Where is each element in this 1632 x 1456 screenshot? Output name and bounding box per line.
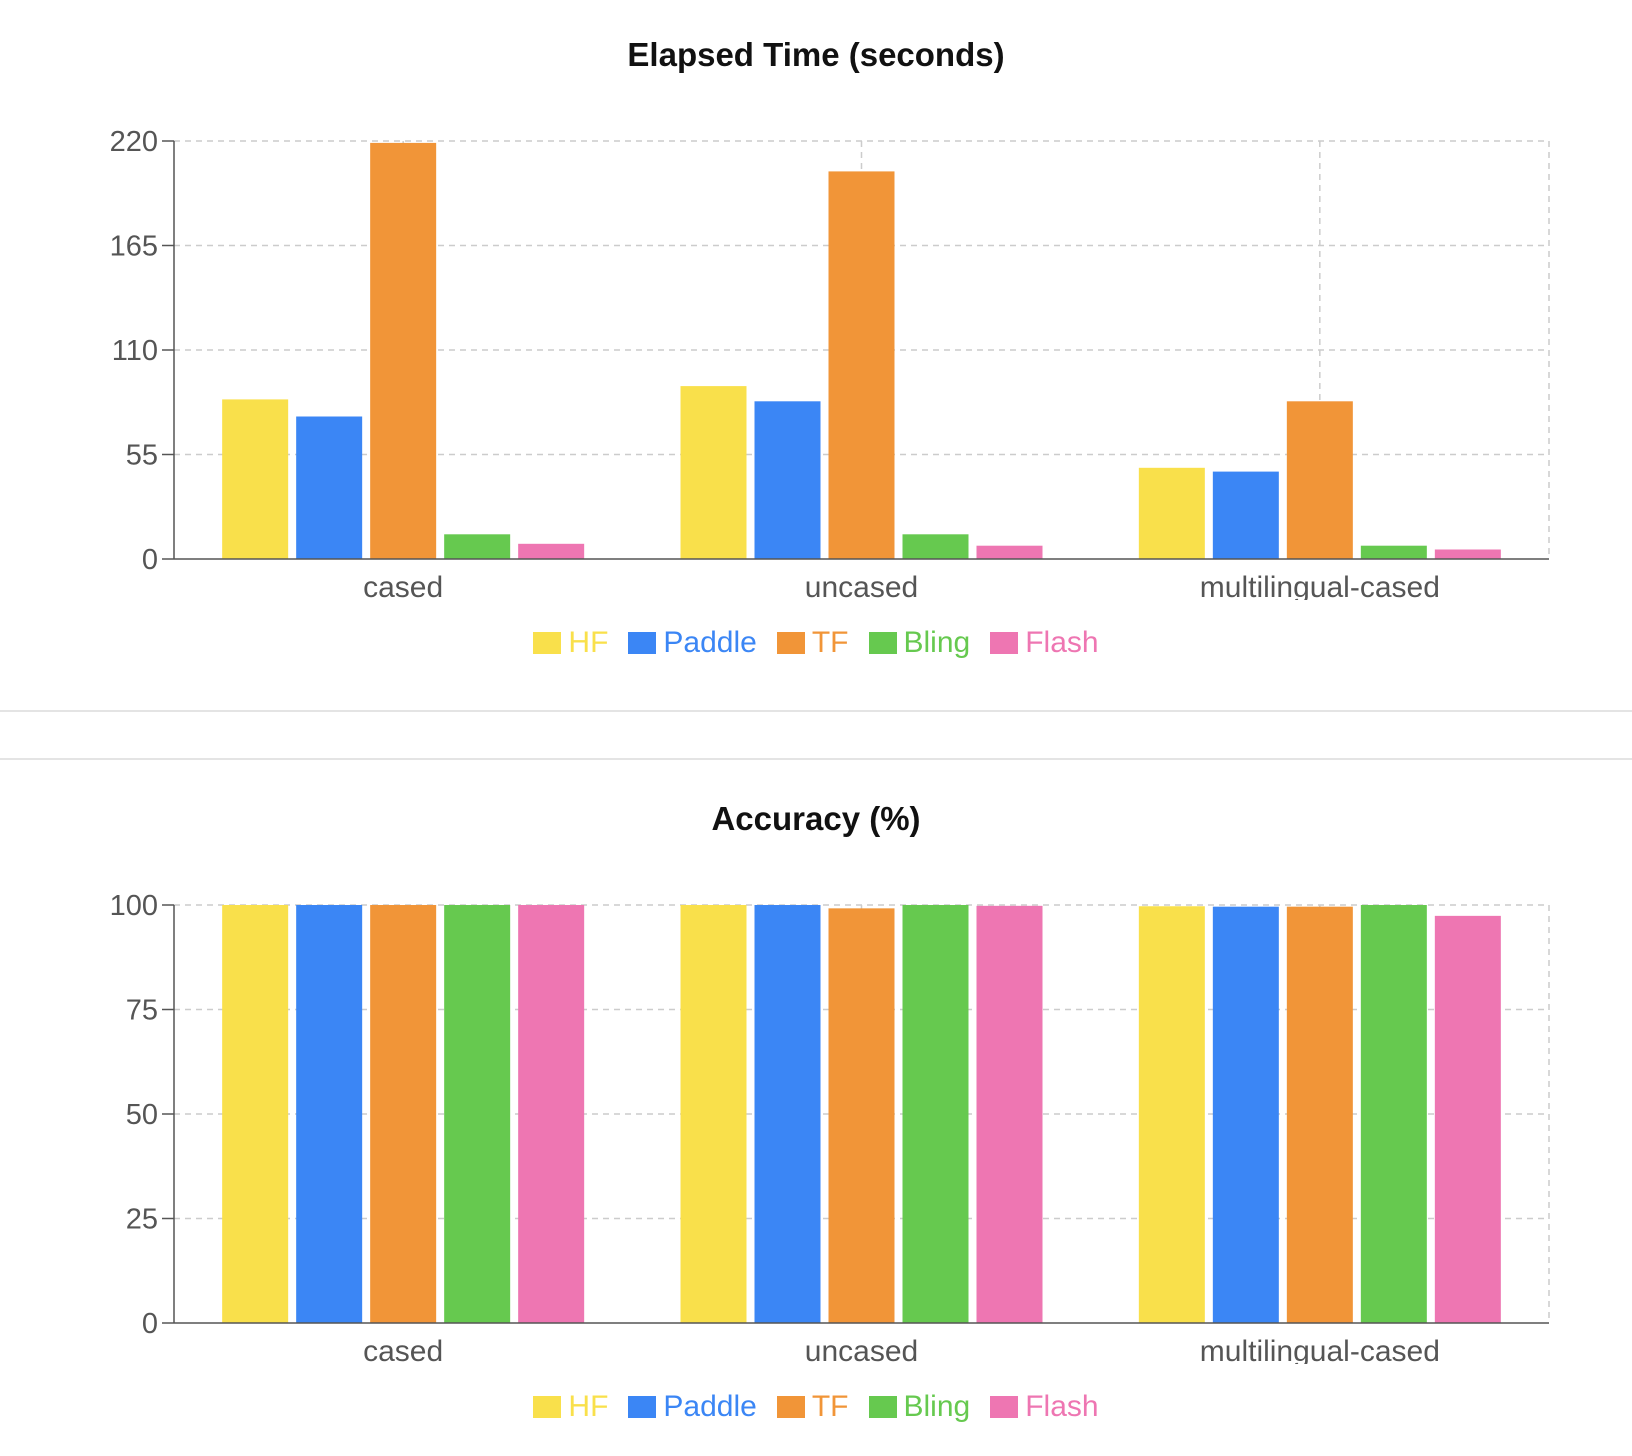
accuracy-plot: 100 75 50 25 0 cased uncased multilingual-cased: [110, 890, 1550, 1364]
legend: HF Paddle TF Bling Flash: [0, 1390, 1632, 1424]
legend-label: Flash: [1025, 626, 1099, 659]
legend-item-hf[interactable]: HF: [533, 1390, 608, 1424]
bar-paddle-uncased: [754, 905, 821, 1323]
bar-bling-cased: [444, 534, 511, 559]
legend-label: TF: [811, 1390, 849, 1423]
bar-bling-uncased: [902, 534, 969, 559]
legend-label: Bling: [903, 626, 971, 659]
bar-flash-cased: [518, 543, 585, 559]
bar-tf-multilingual-cased: [1286, 906, 1353, 1323]
bar-tf-multilingual-cased: [1286, 401, 1353, 559]
y-tick-label: 55: [126, 440, 158, 472]
accuracy-chart: Accuracy (%) 100 75 50 25 0 cased uncased multi…: [0, 764, 1632, 1456]
y-tick-label: 100: [110, 890, 158, 922]
elapsed-time-plot: 220 165 110 55 0 cased uncased multilingual-cas…: [110, 126, 1550, 600]
bar-bling-multilingual-cased: [1360, 905, 1427, 1323]
chart-title: Elapsed Time (seconds): [627, 36, 1005, 73]
bar-paddle-cased: [296, 416, 363, 559]
bar-flash-multilingual-cased: [1434, 549, 1501, 559]
bar-paddle-multilingual-cased: [1212, 471, 1279, 559]
legend-swatch: [868, 1396, 897, 1418]
legend-item-tf[interactable]: TF: [776, 626, 849, 660]
legend-item-flash[interactable]: Flash: [990, 626, 1099, 660]
y-tick-label: 0: [142, 544, 158, 576]
legend-swatch: [990, 632, 1019, 654]
legend-swatch: [533, 632, 562, 654]
bar-bling-uncased: [902, 905, 969, 1323]
legend-swatch: [776, 632, 805, 654]
bar-tf-uncased: [828, 171, 895, 559]
bar-tf-cased: [370, 142, 437, 559]
legend-swatch: [628, 1396, 657, 1418]
bar-hf-uncased: [680, 905, 747, 1323]
legend-swatch: [776, 1396, 805, 1418]
x-tick-label: uncased: [805, 571, 918, 600]
bar-paddle-cased: [296, 905, 363, 1323]
bar-hf-multilingual-cased: [1138, 467, 1205, 559]
bar-flash-uncased: [976, 905, 1043, 1323]
bar-hf-cased: [222, 399, 289, 559]
legend-swatch: [628, 632, 657, 654]
legend-item-hf[interactable]: HF: [533, 626, 608, 660]
bar-bling-multilingual-cased: [1360, 545, 1427, 559]
y-tick-label: 75: [126, 995, 158, 1027]
panel-divider: [0, 758, 1632, 760]
x-tick-label: multilingual-cased: [1200, 571, 1440, 600]
legend-swatch: [533, 1396, 562, 1418]
legend-swatch: [990, 1396, 1019, 1418]
x-tick-label: uncased: [805, 1335, 918, 1364]
bar-tf-cased: [370, 905, 437, 1323]
legend-item-flash[interactable]: Flash: [990, 1390, 1099, 1424]
bar-flash-multilingual-cased: [1434, 915, 1501, 1323]
x-tick-label: cased: [363, 1335, 443, 1364]
legend-label: Paddle: [663, 1390, 757, 1423]
bar-hf-uncased: [680, 386, 747, 559]
bar-flash-cased: [518, 905, 585, 1323]
bar-bling-cased: [444, 905, 511, 1323]
bar-tf-uncased: [828, 908, 895, 1323]
y-tick-label: 0: [142, 1308, 158, 1340]
legend-item-paddle[interactable]: Paddle: [628, 1390, 757, 1424]
y-tick-label: 25: [126, 1204, 158, 1236]
legend-item-bling[interactable]: Bling: [868, 626, 971, 660]
bar-hf-cased: [222, 905, 289, 1323]
bar-hf-multilingual-cased: [1138, 906, 1205, 1323]
y-tick-label: 165: [110, 231, 158, 263]
legend: HF Paddle TF Bling Flash: [0, 626, 1632, 660]
bar-paddle-multilingual-cased: [1212, 906, 1279, 1323]
legend-label: HF: [568, 626, 609, 659]
legend-item-bling[interactable]: Bling: [868, 1390, 971, 1424]
x-tick-label: cased: [363, 571, 443, 600]
y-tick-label: 110: [112, 335, 158, 367]
panel-divider: [0, 710, 1632, 712]
x-tick-label: multilingual-cased: [1200, 1335, 1440, 1364]
legend-swatch: [868, 632, 897, 654]
legend-label: Flash: [1025, 1390, 1099, 1423]
chart-title: Accuracy (%): [711, 800, 921, 837]
legend-label: HF: [568, 1390, 609, 1423]
bar-paddle-uncased: [754, 401, 821, 559]
y-tick-label: 220: [110, 126, 158, 158]
y-tick-label: 50: [126, 1099, 158, 1131]
legend-item-paddle[interactable]: Paddle: [628, 626, 757, 660]
legend-label: TF: [811, 626, 849, 659]
legend-item-tf[interactable]: TF: [776, 1390, 849, 1424]
legend-label: Bling: [903, 1390, 971, 1423]
bar-flash-uncased: [976, 545, 1043, 559]
legend-label: Paddle: [663, 626, 757, 659]
elapsed-time-chart: Elapsed Time (seconds) 220 165 110 55 0 cased…: [0, 0, 1632, 712]
